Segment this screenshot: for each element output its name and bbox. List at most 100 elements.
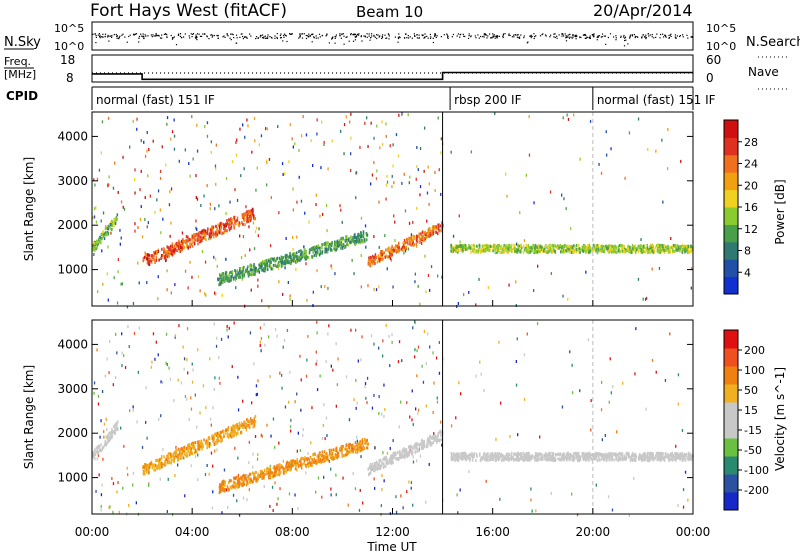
range-gate <box>401 451 403 455</box>
range-gate <box>673 243 675 247</box>
range-gate <box>250 208 253 212</box>
noise-point <box>361 40 363 42</box>
range-gate <box>281 261 284 265</box>
range-gate <box>391 253 393 257</box>
noise-point <box>99 34 101 36</box>
range-gate <box>370 121 372 125</box>
range-gate <box>191 362 193 366</box>
range-gate <box>149 194 151 198</box>
range-gate <box>687 244 689 248</box>
range-gate <box>592 243 595 247</box>
range-gate <box>233 321 235 325</box>
range-gate <box>517 244 519 248</box>
range-gate <box>525 244 528 248</box>
range-gate <box>495 437 497 441</box>
range-gate <box>436 227 438 231</box>
noise-point <box>95 34 97 37</box>
range-gate <box>366 238 368 242</box>
noise-point <box>542 33 544 35</box>
noise-point <box>274 37 276 39</box>
range-gate <box>269 475 271 479</box>
range-gate <box>225 431 227 435</box>
range-gate <box>257 234 259 238</box>
range-gate <box>151 466 153 470</box>
range-gate <box>235 433 238 437</box>
range-gate <box>144 251 146 255</box>
range-gate <box>277 266 280 270</box>
range-gate <box>102 446 105 450</box>
noise-point <box>403 37 406 39</box>
noise-point <box>583 34 585 36</box>
range-gate <box>228 274 230 277</box>
noise-point <box>242 35 244 38</box>
noise-point <box>371 35 373 37</box>
range-gate <box>558 246 560 250</box>
range-gate <box>407 247 409 251</box>
range-gate <box>434 436 436 440</box>
noise-point <box>582 34 585 36</box>
range-gate <box>294 461 296 465</box>
range-gate <box>409 175 411 179</box>
range-gate <box>414 280 416 284</box>
range-gate <box>379 146 381 150</box>
range-gate <box>681 250 683 254</box>
range-gate <box>231 430 234 434</box>
range-gate <box>354 441 357 445</box>
range-gate <box>103 435 105 439</box>
range-gate <box>95 489 97 493</box>
range-gate <box>453 246 456 250</box>
range-gate <box>624 250 627 254</box>
range-gate <box>404 246 407 249</box>
noise-point <box>575 38 577 40</box>
range-gate <box>578 247 580 251</box>
noise-point <box>663 36 665 38</box>
range-gate <box>317 453 320 457</box>
range-gate <box>646 249 648 253</box>
range-gate <box>236 431 238 435</box>
range-gate <box>166 269 168 273</box>
range-gate <box>246 210 248 214</box>
range-gate <box>627 244 630 248</box>
noise-point <box>118 36 120 38</box>
noise-point <box>634 37 636 39</box>
range-gate <box>184 494 186 498</box>
range-gate <box>324 452 327 456</box>
range-gate <box>441 225 443 228</box>
range-gate <box>129 409 131 413</box>
range-gate <box>313 453 315 457</box>
range-gate <box>573 250 575 254</box>
range-gate <box>217 431 219 435</box>
range-gate <box>259 344 261 347</box>
range-gate <box>286 256 288 260</box>
range-gate <box>163 248 166 252</box>
range-gate <box>325 247 328 251</box>
range-gate <box>264 468 266 472</box>
range-gate <box>299 459 301 463</box>
noise-point <box>570 36 572 38</box>
range-gate <box>108 175 110 179</box>
noise-point <box>572 34 574 36</box>
range-gate <box>630 251 632 254</box>
range-gate <box>254 476 256 480</box>
range-gate <box>374 253 377 257</box>
range-gate <box>383 415 385 418</box>
range-gate <box>92 248 95 252</box>
range-gate <box>199 239 202 243</box>
range-gate <box>376 124 378 128</box>
noise-point <box>491 37 493 39</box>
range-gate <box>335 246 337 249</box>
noise-point <box>434 35 436 37</box>
range-gate <box>303 253 305 257</box>
range-gate <box>329 246 331 250</box>
range-gate <box>118 510 120 514</box>
range-gate <box>147 253 149 256</box>
range-gate <box>508 244 510 248</box>
range-gate <box>608 244 610 248</box>
noise-point <box>339 33 341 35</box>
range-gate <box>427 274 430 277</box>
range-gate <box>340 129 342 133</box>
range-gate <box>289 370 291 374</box>
range-gate <box>437 116 439 120</box>
range-gate <box>150 254 152 258</box>
range-gate <box>631 246 633 250</box>
